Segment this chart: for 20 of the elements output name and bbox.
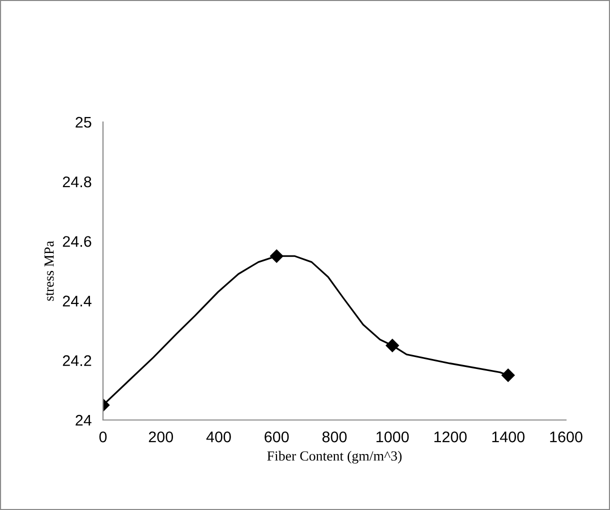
y-axis-title: stress MPa — [44, 240, 54, 301]
point — [270, 250, 284, 263]
y-tick-label: 24.2 — [62, 355, 92, 366]
y-tick-label: 24.8 — [62, 176, 92, 188]
x-axis-title: Fiber Content (gm/m^3) — [267, 450, 402, 464]
y-tick-label: 24 — [76, 414, 92, 426]
x-tick-label: 600 — [264, 432, 289, 442]
x-tick-label: 1000 — [376, 432, 409, 442]
x-tick-label: 1600 — [550, 432, 582, 442]
x-tick-label: 0 — [99, 432, 107, 442]
x-tick-label: 800 — [322, 432, 347, 442]
y-tick-label: 25 — [76, 116, 92, 128]
x-tick-label: 200 — [148, 432, 174, 442]
x-tick-label: 1200 — [434, 432, 467, 442]
point — [386, 338, 399, 352]
point — [502, 368, 515, 382]
x-tick-label: 400 — [206, 432, 231, 442]
x-tick-label: 1400 — [492, 432, 525, 442]
y-tick-label: 24.4 — [62, 296, 92, 306]
y-tick-label: 24.6 — [62, 236, 92, 247]
